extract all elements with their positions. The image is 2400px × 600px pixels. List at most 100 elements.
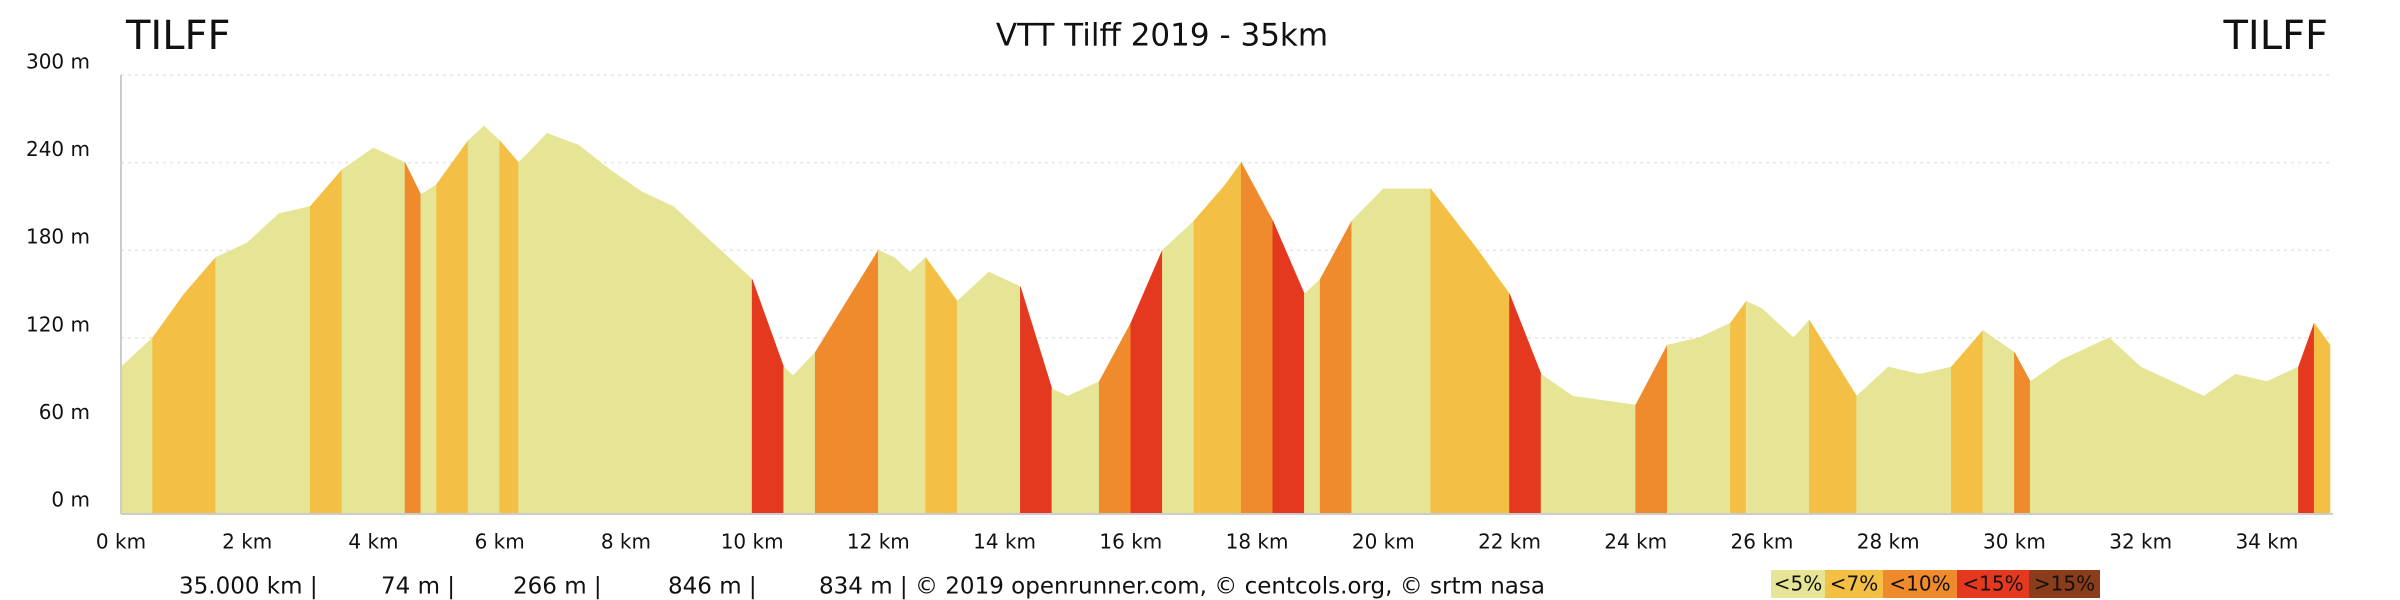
grade-segment: [1225, 161, 1242, 514]
grade-segment: [483, 125, 500, 514]
grade-segment: [1098, 323, 1132, 514]
grade-segment: [2014, 352, 2031, 514]
grade-segment: [2313, 322, 2331, 514]
grade-segment: [546, 132, 579, 514]
grade-segment: [609, 169, 642, 514]
grade-segment: [420, 183, 437, 514]
grade-segment: [436, 139, 469, 514]
grade-segment: [1430, 188, 1479, 514]
y-tick-label: 120 m: [26, 312, 90, 336]
grade-segment: [278, 206, 311, 514]
grade-segment: [2266, 366, 2299, 514]
legend-label: <10%: [1889, 572, 1950, 596]
x-tick-label: 22 km: [1478, 530, 1541, 554]
grade-segment: [956, 271, 990, 514]
stat: 35.000 km |: [179, 574, 318, 600]
grade-segment: [183, 256, 216, 514]
y-tick-label: 0 m: [51, 488, 90, 512]
stat: 266 m |: [513, 574, 602, 600]
grade-segment: [467, 125, 485, 514]
grade-segment: [2108, 337, 2141, 514]
grade-segment: [1020, 286, 1053, 514]
legend-swatch: [1957, 570, 2029, 598]
stat: 834 m | © 2019 openrunner.com, © centcol…: [819, 574, 1545, 600]
legend-label: <5%: [1774, 572, 1823, 596]
grade-segment: [1761, 307, 1794, 514]
legend-swatch: [1883, 570, 1957, 598]
x-tick-label: 20 km: [1352, 530, 1415, 554]
grade-segment: [1067, 381, 1100, 514]
x-tick-label: 12 km: [847, 530, 910, 554]
grade-segment: [578, 144, 611, 514]
x-tick-label: 2 km: [222, 530, 272, 554]
grade-segment: [941, 278, 958, 514]
grade-segment: [1982, 329, 2015, 514]
x-tick-label: 4 km: [348, 530, 398, 554]
grade-segment: [720, 249, 753, 514]
y-tick-label: 240 m: [26, 137, 90, 161]
x-tick-label: 0 km: [96, 530, 146, 554]
grade-segment: [1240, 162, 1274, 514]
grade-segment: [341, 147, 374, 514]
legend-swatch: [1771, 570, 1825, 598]
grade-segment: [1951, 329, 1984, 514]
x-tick-label: 28 km: [1857, 530, 1920, 554]
grade-segment: [310, 169, 343, 514]
grade-segment: [1809, 319, 1857, 514]
x-tick-label: 26 km: [1731, 530, 1794, 554]
grade-segment: [1572, 395, 1637, 514]
grade-segment: [1051, 388, 1069, 514]
grade-segment: [1730, 300, 1747, 514]
grade-segment: [751, 279, 785, 514]
grade-segment: [672, 205, 721, 514]
y-tick-label: 300 m: [26, 50, 90, 74]
grade-segment: [120, 337, 153, 514]
legend: <5% <7% <10% <15% >15%: [1771, 570, 2100, 598]
grade-segment: [1193, 183, 1226, 514]
grade-segment: [1667, 337, 1700, 514]
grade-segment: [988, 271, 1021, 514]
grade-segment: [846, 249, 879, 514]
legend-label: <7%: [1830, 572, 1879, 596]
grade-segment: [1477, 249, 1510, 514]
grade-segment: [925, 256, 942, 514]
grade-segment: [1351, 188, 1384, 514]
start-label: TILFF: [125, 13, 231, 59]
y-tick-label: 180 m: [26, 225, 90, 249]
grade-segment: [1272, 220, 1305, 514]
grade-segment: [1887, 366, 1921, 514]
axis-labels: 0 m 60 m 120 m 180 m 240 m 300 m 0 km 2 km 4 km 6…: [26, 50, 2298, 554]
grade-segment: [1856, 366, 1889, 514]
grade-segment: [1919, 366, 1952, 514]
end-label: TILFF: [2222, 13, 2328, 59]
x-tick-label: 6 km: [475, 530, 525, 554]
grade-segment: [2235, 373, 2268, 514]
grade-segment: [1793, 319, 1810, 514]
grade-segment: [792, 351, 816, 514]
grade-segment: [1319, 220, 1353, 514]
stat: 846 m |: [668, 574, 757, 600]
grade-segment: [1540, 373, 1573, 514]
grade-segment: [518, 132, 548, 514]
grade-segment: [152, 293, 185, 514]
x-tick-label: 8 km: [601, 530, 651, 554]
legend-label: <15%: [1962, 572, 2023, 596]
grade-segment: [2171, 381, 2205, 514]
x-tick-label: 10 km: [721, 530, 784, 554]
grade-segment: [2203, 373, 2236, 514]
x-tick-label: 24 km: [1604, 530, 1667, 554]
grade-segment: [1304, 278, 1321, 514]
profile: [120, 125, 2331, 514]
legend-swatch: [2029, 570, 2100, 598]
footer: 35.000 km | 74 m | 266 m | 846 m | 834 m | ©…: [179, 574, 1545, 600]
grade-segment: [1635, 344, 1668, 514]
grade-segment: [2061, 337, 2110, 514]
x-tick-label: 14 km: [973, 530, 1036, 554]
x-tick-label: 18 km: [1226, 530, 1289, 554]
grade-segment: [1382, 188, 1431, 514]
stat: 74 m |: [381, 574, 455, 600]
grade-segment: [1698, 322, 1731, 514]
grade-segment: [893, 256, 911, 514]
grade-segment: [1130, 250, 1163, 514]
grade-segment: [373, 147, 406, 514]
